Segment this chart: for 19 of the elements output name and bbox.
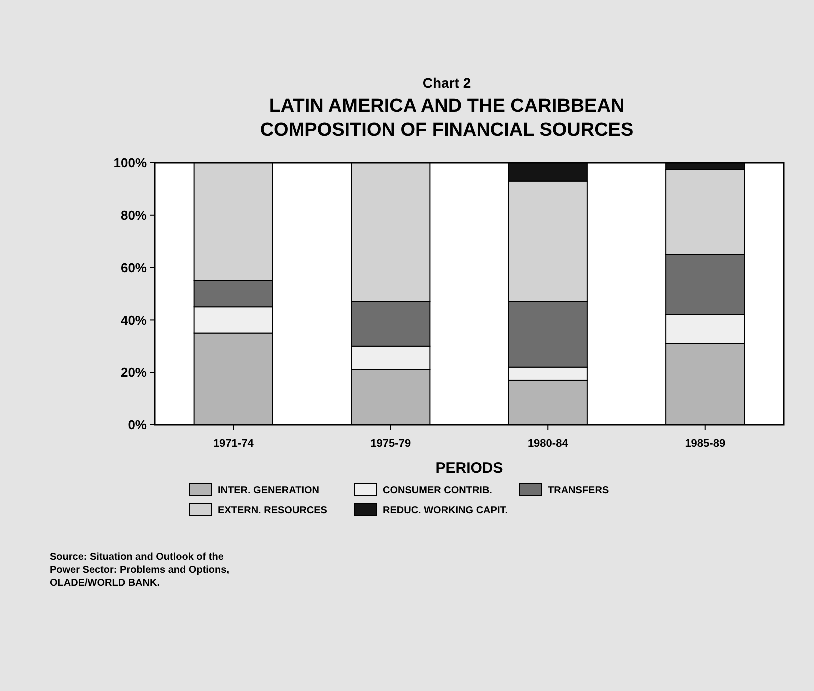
chart-subtitle: Chart 2 — [422, 75, 472, 91]
y-tick-label: 40% — [120, 312, 148, 328]
legend-label: INTER. GENERATION — [218, 486, 320, 496]
y-tick-label: 80% — [120, 208, 148, 223]
legend-label: CONSUMER CONTRIB. — [383, 486, 493, 496]
source-note: Source: Situation and Outlook of the Power Sector: Problems and Options, OLADE/WORLD BANK. — [50, 552, 230, 589]
x-tick-label: 1975-79 — [370, 438, 412, 450]
x-tick-label: 1985-89 — [685, 438, 726, 450]
legend-label: TRANSFERS — [548, 486, 610, 496]
legend-label: EXTERN. RESOURCES — [218, 506, 328, 516]
legend-label: REDUC. WORKING CAPIT. — [383, 506, 508, 516]
y-tick-label: 60% — [120, 260, 148, 276]
x-tick-label: 1971-74 — [213, 438, 255, 450]
y-tick-label: 100% — [114, 156, 148, 171]
x-tick-label: 1980-84 — [528, 438, 570, 450]
y-tick-label: 0% — [128, 418, 148, 433]
x-axis-title: PERIODS — [436, 460, 504, 477]
chart-title: LATIN AMERICA AND THE CARIBBEAN COMPOSITION OF FINANCIAL SOURCES — [260, 96, 634, 141]
y-tick-label: 20% — [120, 365, 148, 380]
